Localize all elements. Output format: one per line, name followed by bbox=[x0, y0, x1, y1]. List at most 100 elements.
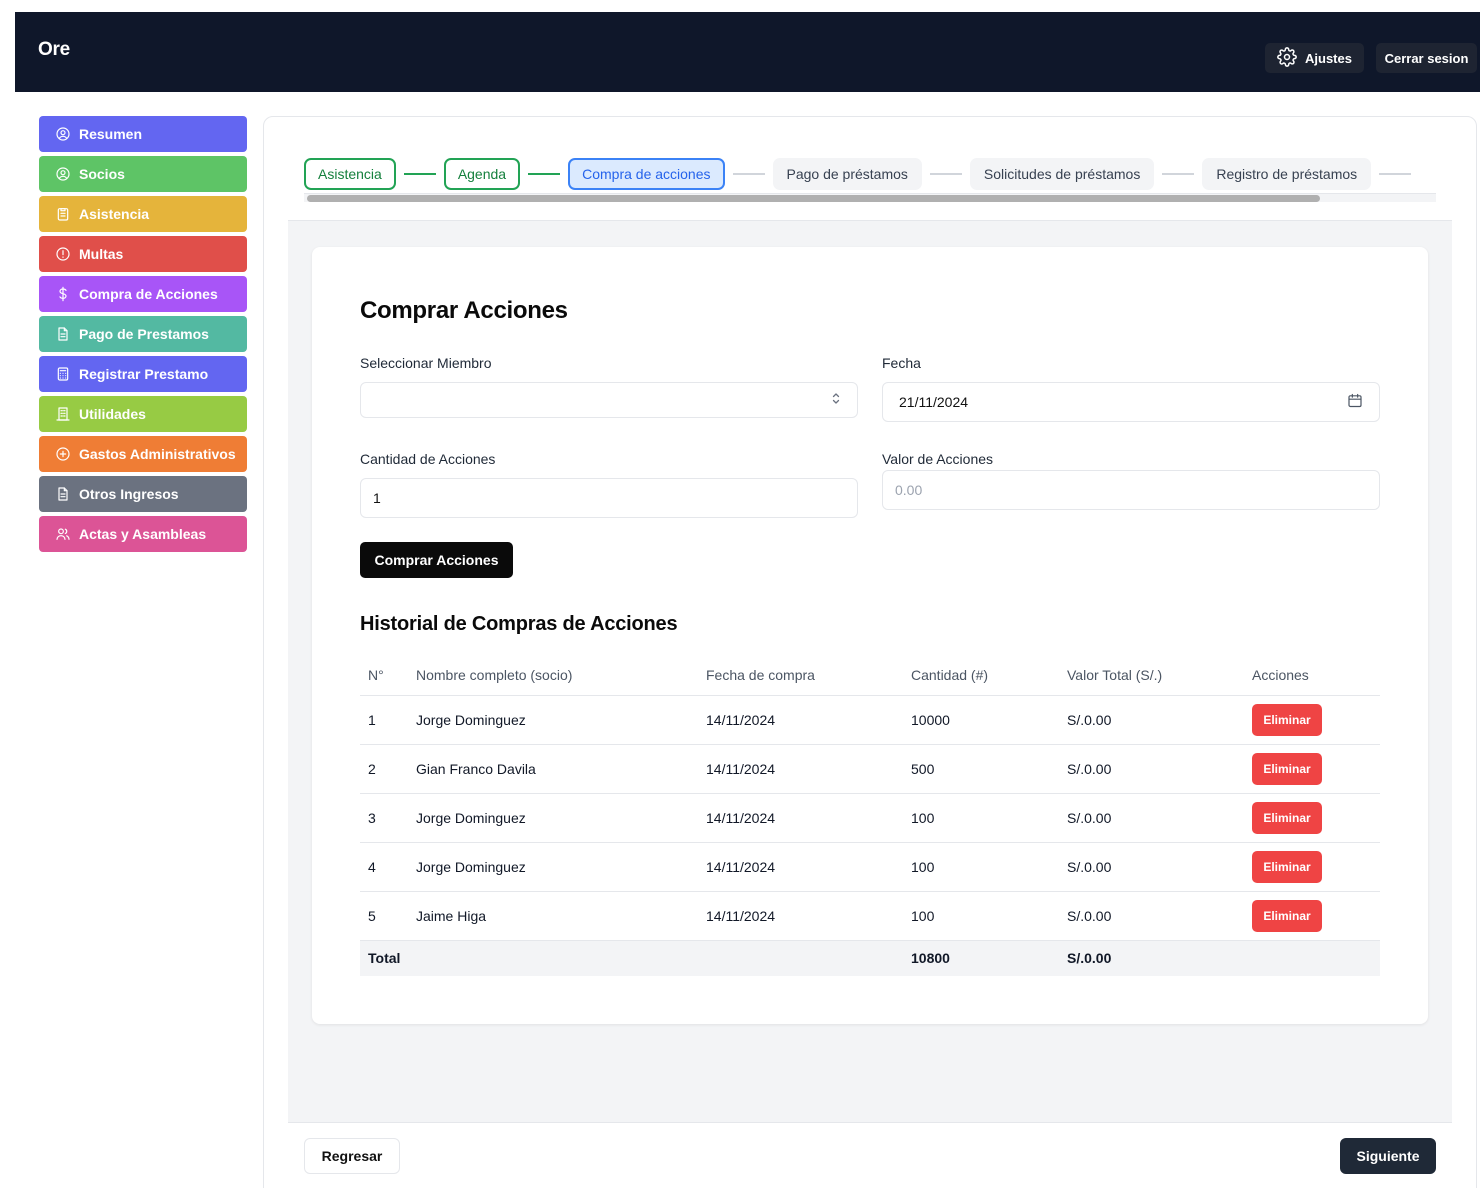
step-solicitudes-de-préstamos[interactable]: Solicitudes de préstamos bbox=[969, 157, 1155, 190]
sidebar-item-socios[interactable]: Socios bbox=[39, 156, 247, 192]
settings-button[interactable]: Ajustes bbox=[1265, 43, 1364, 73]
cell-qty: 100 bbox=[903, 842, 1059, 892]
cell-total: S/.0.00 bbox=[1059, 695, 1244, 745]
sidebar-item-label: Actas y Asambleas bbox=[79, 526, 207, 542]
delete-button[interactable]: Eliminar bbox=[1252, 752, 1322, 785]
cell-n: 5 bbox=[360, 891, 408, 941]
cell-qty: 100 bbox=[903, 793, 1059, 843]
cell-name: Gian Franco Davila bbox=[408, 744, 698, 794]
cell-name: Jorge Dominguez bbox=[408, 842, 698, 892]
history-table: N° Nombre completo (socio) Fecha de compra… bbox=[360, 655, 1380, 976]
calendar-icon[interactable] bbox=[1347, 393, 1363, 412]
column-header: Cantidad (#) bbox=[903, 655, 1059, 696]
sidebar-item-otros-ingresos[interactable]: Otros Ingresos bbox=[39, 476, 247, 512]
chevron-up-down-icon bbox=[831, 392, 841, 409]
delete-button[interactable]: Eliminar bbox=[1252, 850, 1322, 883]
cell-total: S/.0.00 bbox=[1059, 842, 1244, 892]
cell-name: Jaime Higa bbox=[408, 891, 698, 941]
delete-button[interactable]: Eliminar bbox=[1252, 899, 1322, 932]
table-row: 5 Jaime Higa 14/11/2024 100 S/.0.00 Eliminar bbox=[360, 891, 1380, 941]
top-header: Ore Ajustes Cerrar sesion bbox=[15, 12, 1480, 92]
sidebar-item-asistencia[interactable]: Asistencia bbox=[39, 196, 247, 232]
sidebar-item-label: Pago de Prestamos bbox=[79, 326, 209, 342]
stepper: Asistencia Agenda Compra de acciones Pago d… bbox=[304, 157, 1436, 205]
step-asistencia[interactable]: Asistencia bbox=[304, 157, 396, 190]
cell-date: 14/11/2024 bbox=[698, 744, 903, 794]
form-title: Comprar Acciones bbox=[360, 297, 568, 324]
member-select[interactable] bbox=[360, 382, 858, 418]
step-connector bbox=[732, 172, 765, 175]
table-row: 2 Gian Franco Davila 14/11/2024 500 S/.0.00 E… bbox=[360, 744, 1380, 794]
delete-button[interactable]: Eliminar bbox=[1252, 703, 1322, 736]
calculator-icon bbox=[55, 366, 71, 382]
stepper-scrollbar[interactable] bbox=[304, 193, 1436, 202]
date-label: Fecha bbox=[882, 355, 921, 371]
sidebar-item-compra-de-acciones[interactable]: Compra de Acciones bbox=[39, 276, 247, 312]
document-icon bbox=[55, 486, 71, 502]
value-label: Valor de Acciones bbox=[882, 451, 994, 467]
cell-actions: Eliminar bbox=[1244, 842, 1380, 892]
sidebar-item-label: Otros Ingresos bbox=[79, 486, 179, 502]
delete-button[interactable]: Eliminar bbox=[1252, 801, 1322, 834]
total-row: Total 10800 S/.0.00 bbox=[360, 940, 1380, 976]
sidebar-item-resumen[interactable]: Resumen bbox=[39, 116, 247, 152]
cell-n: 2 bbox=[360, 744, 408, 794]
cell-total: S/.0.00 bbox=[1059, 793, 1244, 843]
sidebar-item-actas-y-asambleas[interactable]: Actas y Asambleas bbox=[39, 516, 247, 552]
column-header: Nombre completo (socio) bbox=[408, 655, 698, 696]
logout-button[interactable]: Cerrar sesion bbox=[1376, 43, 1477, 73]
scrollbar-thumb[interactable] bbox=[307, 195, 1320, 202]
step-connector bbox=[929, 172, 962, 175]
step-registro-de-préstamos[interactable]: Registro de préstamos bbox=[1202, 157, 1372, 190]
step-connector bbox=[1162, 172, 1195, 175]
step-agenda[interactable]: Agenda bbox=[443, 157, 521, 190]
cell-date: 14/11/2024 bbox=[698, 793, 903, 843]
users-icon bbox=[55, 526, 71, 542]
sidebar: Resumen Socios Asistencia Multas Compra de A… bbox=[39, 116, 247, 556]
sidebar-item-pago-de-prestamos[interactable]: Pago de Prestamos bbox=[39, 316, 247, 352]
cell-date: 14/11/2024 bbox=[698, 842, 903, 892]
user-circle-icon bbox=[55, 166, 71, 182]
sidebar-item-label: Resumen bbox=[79, 126, 143, 142]
user-circle-icon bbox=[55, 126, 71, 142]
sidebar-item-gastos-administrativos[interactable]: Gastos Administrativos bbox=[39, 436, 247, 472]
step-compra-de-acciones[interactable]: Compra de acciones bbox=[568, 157, 725, 190]
cell-n: 3 bbox=[360, 793, 408, 843]
plus-circle-icon bbox=[55, 446, 71, 462]
cell-n: 1 bbox=[360, 695, 408, 745]
dollar-icon bbox=[55, 286, 71, 302]
cell-date: 14/11/2024 bbox=[698, 695, 903, 745]
sidebar-item-registrar-prestamo[interactable]: Registrar Prestamo bbox=[39, 356, 247, 392]
table-row: 4 Jorge Dominguez 14/11/2024 100 S/.0.00 Elim… bbox=[360, 842, 1380, 892]
sidebar-item-multas[interactable]: Multas bbox=[39, 236, 247, 272]
cell-qty: 10000 bbox=[903, 695, 1059, 745]
total-qty: 10800 bbox=[903, 940, 1059, 976]
column-header: Valor Total (S/.) bbox=[1059, 655, 1244, 696]
next-button[interactable]: Siguiente bbox=[1340, 1138, 1436, 1174]
qty-input[interactable]: 1 bbox=[360, 478, 858, 518]
table-row: 1 Jorge Dominguez 14/11/2024 10000 S/.0.00 El… bbox=[360, 695, 1380, 745]
clipboard-icon bbox=[55, 206, 71, 222]
sidebar-item-label: Utilidades bbox=[79, 406, 146, 422]
value-value: 0.00 bbox=[895, 482, 923, 498]
total-label: Total bbox=[360, 940, 903, 976]
step-connector bbox=[1379, 172, 1412, 175]
column-header: Fecha de compra bbox=[698, 655, 903, 696]
step-content: Comprar Acciones Seleccionar Miembro Fec… bbox=[288, 220, 1452, 1122]
sidebar-item-label: Registrar Prestamo bbox=[79, 366, 209, 382]
sidebar-item-label: Socios bbox=[79, 166, 125, 182]
date-value: 21/11/2024 bbox=[899, 394, 969, 410]
cell-actions: Eliminar bbox=[1244, 891, 1380, 941]
footer-divider bbox=[288, 1122, 1452, 1123]
date-field[interactable]: 21/11/2024 bbox=[882, 382, 1380, 422]
step-connector bbox=[403, 172, 436, 175]
back-button[interactable]: Regresar bbox=[304, 1138, 400, 1174]
app-brand: Ore bbox=[38, 39, 70, 60]
main-panel: Asistencia Agenda Compra de acciones Pago d… bbox=[263, 116, 1477, 1188]
sidebar-item-utilidades[interactable]: Utilidades bbox=[39, 396, 247, 432]
buy-shares-button[interactable]: Comprar Acciones bbox=[360, 542, 513, 578]
document-icon bbox=[55, 326, 71, 342]
step-pago-de-préstamos[interactable]: Pago de préstamos bbox=[772, 157, 922, 190]
cell-total: S/.0.00 bbox=[1059, 891, 1244, 941]
building-icon bbox=[55, 406, 71, 422]
